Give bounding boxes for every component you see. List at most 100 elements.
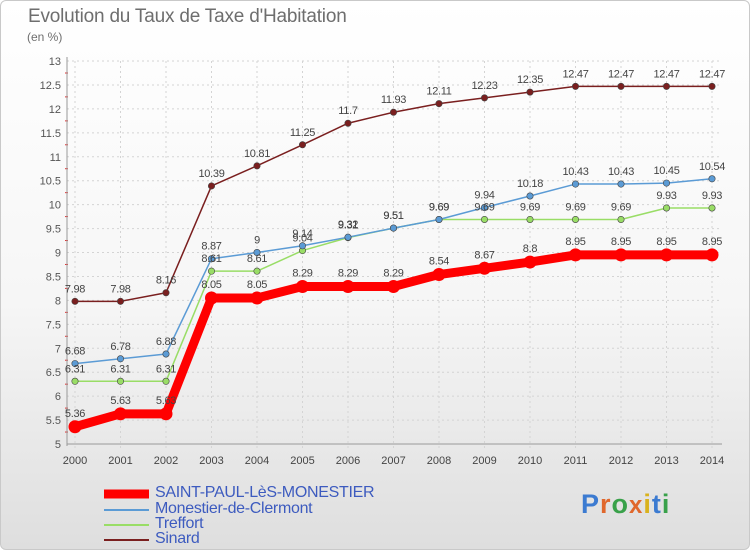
data-point	[708, 175, 716, 183]
unit-label: (en %)	[27, 30, 63, 44]
x-tick-label: 2011	[564, 455, 588, 467]
data-point	[71, 297, 79, 305]
logo-letter: r	[600, 489, 612, 519]
logo-letter: x	[629, 492, 644, 519]
data-point	[253, 162, 261, 170]
data-label: 8.61	[201, 253, 221, 265]
data-label: 8.29	[338, 267, 358, 279]
x-tick-label: 2006	[336, 455, 360, 467]
data-label: 8.05	[201, 279, 221, 291]
data-point	[708, 204, 716, 212]
data-label: 8.29	[383, 267, 403, 279]
data-point	[617, 82, 625, 90]
x-tick-label: 2012	[609, 455, 633, 467]
data-point	[162, 377, 170, 385]
data-point	[523, 255, 537, 269]
data-label: 10.81	[244, 148, 270, 160]
data-label: 8.95	[611, 236, 631, 248]
data-point	[117, 297, 125, 305]
data-label: 8.16	[156, 275, 176, 287]
data-label: 8.87	[201, 241, 221, 253]
data-label: 12.11	[426, 86, 451, 98]
data-label: 9.69	[429, 201, 449, 213]
data-point	[162, 289, 170, 297]
data-point	[480, 203, 488, 211]
data-label: 7.98	[65, 283, 85, 295]
data-label: 9.31	[338, 220, 358, 232]
x-tick-label: 2000	[63, 455, 87, 467]
data-point	[387, 279, 400, 293]
data-point	[389, 108, 397, 116]
data-point	[480, 94, 488, 102]
data-label: 9.93	[656, 190, 676, 202]
data-point	[117, 355, 125, 363]
data-point	[569, 248, 582, 262]
data-label: 10.18	[517, 178, 543, 190]
data-label: 9.69	[474, 201, 494, 213]
data-label: 8.67	[474, 249, 494, 261]
legend-label: Treffort	[155, 515, 204, 532]
data-label: 7.98	[110, 283, 130, 295]
data-point	[208, 267, 216, 275]
x-tick-label: 2008	[427, 455, 451, 467]
legend-label: SAINT-PAUL-LèS-MONESTIER	[155, 484, 375, 501]
logo-letter: t	[651, 489, 662, 519]
data-label: 5.63	[156, 395, 176, 407]
data-label: 11.7	[338, 105, 358, 117]
data-point	[660, 248, 673, 262]
x-tick-label: 2005	[290, 455, 314, 467]
data-point	[662, 82, 670, 90]
data-point	[253, 249, 261, 257]
data-label: 8.29	[292, 267, 312, 279]
data-label: 9	[254, 235, 260, 247]
x-tick-label: 2003	[199, 455, 223, 467]
logo-letter: P	[581, 489, 601, 519]
data-point	[208, 182, 216, 190]
data-label: 9.69	[520, 201, 540, 213]
data-point	[298, 141, 306, 149]
logo-letter: i	[643, 489, 652, 519]
data-label: 8.54	[429, 256, 449, 268]
y-tick-label: 8.5	[46, 271, 61, 283]
y-tick-label: 10	[49, 200, 61, 212]
x-tick-label: 2004	[245, 455, 269, 467]
data-point	[435, 215, 443, 223]
x-tick-label: 2007	[381, 455, 405, 467]
data-point	[571, 180, 579, 188]
data-point	[662, 179, 670, 187]
data-point	[526, 215, 534, 223]
data-label: 6.88	[156, 336, 176, 348]
data-point	[296, 279, 309, 293]
x-tick-label: 2014	[700, 455, 724, 467]
data-point	[298, 242, 306, 250]
logo-letter: i	[661, 489, 671, 519]
data-point	[435, 100, 443, 108]
data-point	[344, 233, 352, 241]
data-point	[571, 215, 579, 223]
y-tick-label: 6.5	[46, 367, 61, 379]
y-tick-label: 8	[55, 295, 61, 307]
data-label: 9.69	[429, 201, 449, 213]
y-tick-label: 13	[49, 56, 61, 68]
data-point	[114, 407, 127, 421]
data-point	[68, 420, 82, 434]
data-label: 8.8	[523, 243, 538, 255]
data-point	[71, 377, 79, 385]
data-label: 9.14	[292, 228, 312, 240]
data-label: 9.04	[292, 233, 312, 245]
data-label: 6.31	[65, 363, 85, 375]
data-label: 9.69	[611, 201, 631, 213]
data-label: 11.93	[381, 94, 406, 106]
data-label: 6.68	[65, 346, 85, 358]
data-label: 9.93	[702, 190, 722, 202]
data-point	[526, 192, 534, 200]
data-point	[617, 180, 625, 188]
data-label: 12.47	[562, 68, 588, 80]
y-tick-label: 11.5	[40, 128, 61, 140]
data-label: 12.47	[653, 68, 679, 80]
x-tick-label: 2002	[154, 455, 178, 467]
proxiti-logo: Proxiti	[581, 489, 670, 520]
data-point	[708, 82, 716, 90]
